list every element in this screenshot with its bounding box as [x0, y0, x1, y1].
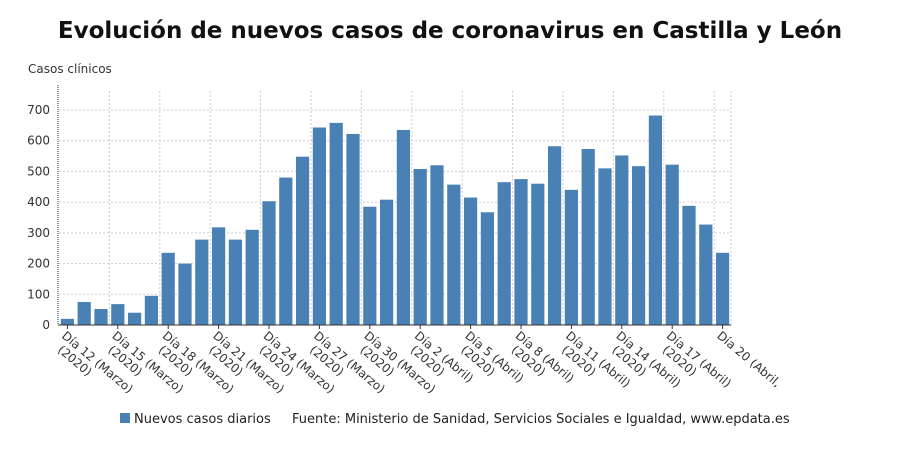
bar	[497, 182, 511, 325]
bar	[245, 229, 259, 325]
y-tick-label: 200	[27, 257, 50, 271]
bar	[514, 179, 528, 325]
y-tick-label: 500	[27, 164, 50, 178]
bar	[615, 155, 629, 325]
bar	[648, 115, 662, 326]
bar	[413, 168, 427, 325]
bar	[329, 122, 343, 326]
bar	[60, 318, 74, 325]
y-tick-label: 0	[42, 318, 50, 332]
bar	[346, 133, 360, 325]
bar	[548, 146, 562, 325]
bar	[111, 304, 125, 325]
y-tick-label: 300	[27, 226, 50, 240]
bar	[128, 312, 142, 325]
bar	[430, 165, 444, 325]
bar	[77, 301, 91, 325]
bars	[60, 115, 730, 326]
bar	[228, 239, 242, 325]
bar	[699, 224, 713, 325]
bar	[447, 184, 461, 325]
y-tick-label: 700	[27, 103, 50, 117]
bar	[480, 212, 494, 325]
legend: Nuevos casos diarios Fuente: Ministerio …	[120, 412, 790, 427]
bar	[363, 206, 377, 325]
bar	[464, 197, 478, 325]
bar	[682, 205, 696, 325]
bar	[178, 263, 192, 325]
y-tick-label: 400	[27, 195, 50, 209]
source-note: Fuente: Ministerio de Sanidad, Servicios…	[292, 412, 790, 427]
bar	[581, 149, 595, 325]
bar	[598, 168, 612, 325]
gridlines	[59, 90, 732, 325]
legend-label: Nuevos casos diarios	[134, 412, 271, 427]
bar	[94, 309, 108, 325]
bar	[531, 183, 545, 325]
bar	[564, 189, 578, 325]
bar	[396, 129, 410, 325]
bar	[195, 239, 209, 325]
bar	[161, 252, 175, 325]
bar	[296, 156, 310, 325]
bar	[279, 177, 293, 325]
chart-title: Evolución de nuevos casos de coronavirus…	[57, 18, 843, 44]
bar	[312, 127, 326, 325]
bar	[144, 295, 158, 325]
y-axis-label: Casos clínicos	[28, 62, 112, 76]
bar	[632, 166, 646, 325]
y-tick-label: 600	[27, 134, 50, 148]
bar	[665, 164, 679, 325]
bar	[716, 252, 730, 325]
legend-swatch	[120, 413, 130, 423]
bar	[212, 227, 226, 325]
y-tick-label: 100	[27, 287, 50, 301]
bar	[380, 199, 394, 325]
bar	[262, 201, 276, 325]
